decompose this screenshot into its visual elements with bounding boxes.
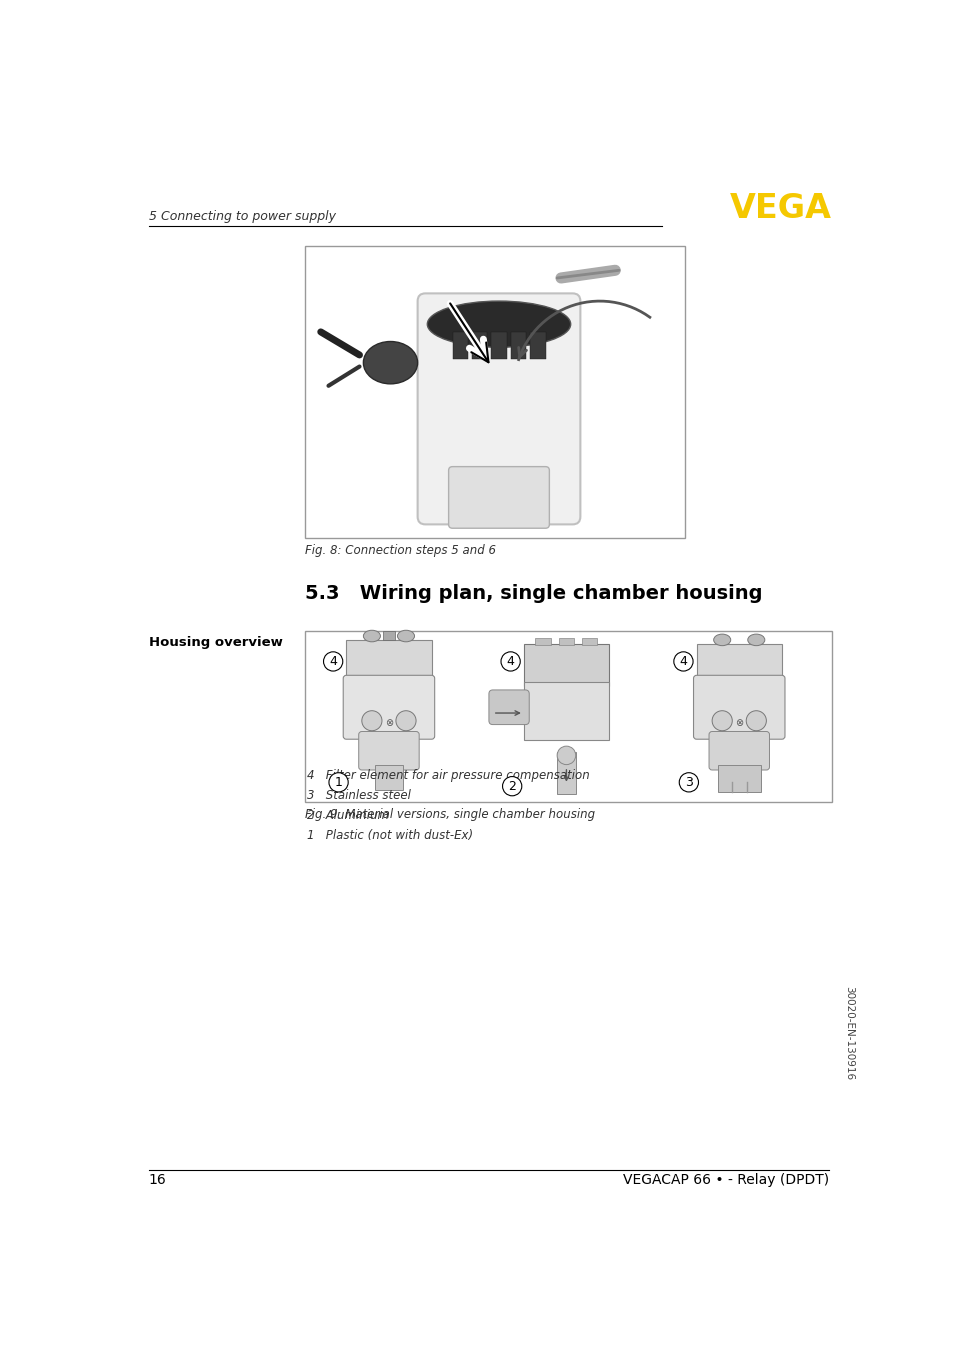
Ellipse shape [713, 634, 730, 646]
Text: 1: 1 [335, 776, 342, 789]
Text: 2   Aluminium: 2 Aluminium [307, 810, 389, 822]
Ellipse shape [363, 630, 380, 642]
Circle shape [557, 746, 575, 765]
Bar [530, 332, 545, 359]
Text: 1   Plastic (not with dust-Ex): 1 Plastic (not with dust-Ex) [307, 829, 473, 842]
Bar [510, 332, 525, 359]
Bar [346, 640, 431, 682]
Text: VEGACAP 66 • - Relay (DPDT): VEGACAP 66 • - Relay (DPDT) [622, 1174, 828, 1187]
Text: Fig. 8: Connection steps 5 and 6: Fig. 8: Connection steps 5 and 6 [305, 543, 496, 556]
Bar [472, 332, 487, 359]
Bar [535, 638, 550, 646]
FancyBboxPatch shape [488, 691, 529, 724]
Bar [375, 765, 402, 789]
Bar [452, 332, 468, 359]
Text: 5.3   Wiring plan, single chamber housing: 5.3 Wiring plan, single chamber housing [305, 585, 762, 604]
Ellipse shape [363, 341, 417, 383]
Bar [523, 682, 608, 741]
Ellipse shape [427, 301, 570, 347]
Text: 16: 16 [149, 1174, 166, 1187]
Bar [305, 631, 831, 802]
Circle shape [711, 711, 732, 731]
FancyBboxPatch shape [358, 731, 418, 770]
Bar [382, 631, 395, 640]
Text: ⊗: ⊗ [384, 718, 393, 728]
Text: ⊗: ⊗ [735, 718, 742, 728]
Text: Fig. 9: Material versions, single chamber housing: Fig. 9: Material versions, single chambe… [305, 808, 595, 821]
Text: 4: 4 [329, 655, 336, 668]
Ellipse shape [397, 630, 415, 642]
Circle shape [395, 711, 416, 731]
Ellipse shape [747, 634, 764, 646]
Text: 4: 4 [679, 655, 687, 668]
Bar [491, 332, 506, 359]
Text: 4   Filter element for air pressure compensation: 4 Filter element for air pressure compen… [307, 769, 589, 783]
Bar [581, 638, 597, 646]
FancyBboxPatch shape [448, 467, 549, 528]
Circle shape [361, 711, 381, 731]
Bar [305, 245, 684, 539]
Circle shape [745, 711, 765, 731]
Text: 5 Connecting to power supply: 5 Connecting to power supply [149, 210, 335, 223]
Bar [523, 643, 608, 686]
FancyBboxPatch shape [343, 676, 435, 739]
Text: 30020-EN-130916: 30020-EN-130916 [843, 986, 853, 1080]
Bar [717, 765, 760, 792]
FancyBboxPatch shape [693, 676, 784, 739]
Bar [558, 638, 574, 646]
Text: Housing overview: Housing overview [149, 636, 282, 649]
FancyBboxPatch shape [708, 731, 769, 770]
Text: 4: 4 [506, 655, 514, 668]
FancyBboxPatch shape [417, 294, 579, 524]
Bar [557, 751, 575, 793]
Text: 3: 3 [684, 776, 692, 789]
Text: VEGA: VEGA [729, 192, 831, 225]
Bar [696, 643, 781, 682]
Text: 2: 2 [508, 780, 516, 792]
Text: 3   Stainless steel: 3 Stainless steel [307, 789, 410, 803]
